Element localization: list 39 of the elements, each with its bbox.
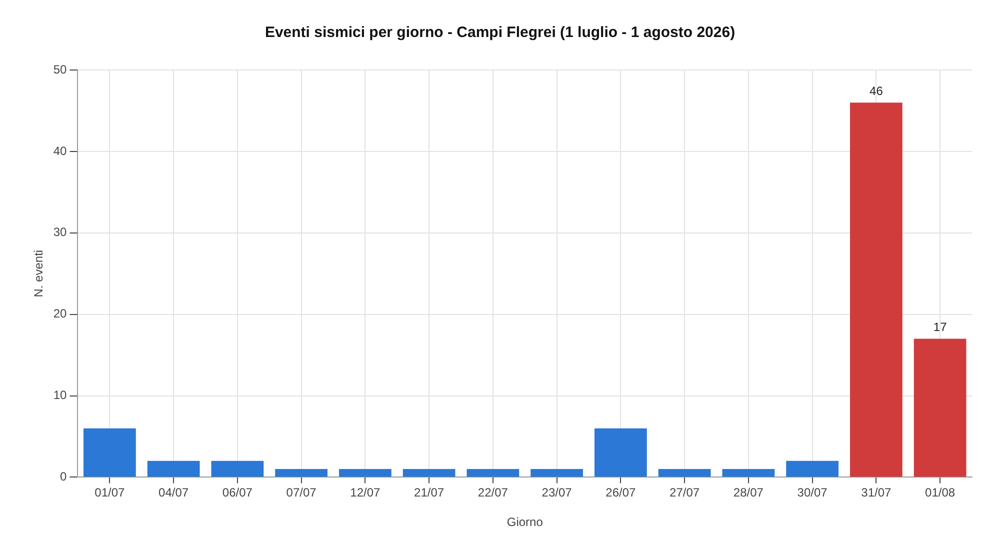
x-tick-label: 01/07	[94, 486, 126, 500]
x-tick-label: 30/07	[797, 486, 828, 500]
bar	[275, 469, 328, 477]
x-tick-label: 31/07	[861, 486, 892, 500]
x-tick-label: 21/07	[414, 486, 444, 500]
bar	[530, 469, 583, 477]
data-label: 46	[870, 84, 884, 98]
chart-title: Eventi sismici per giorno - Campi Flegrei (1 luglio - 1 agosto 2026)	[264, 24, 736, 42]
bar	[211, 460, 264, 477]
y-tick-label: 40	[53, 144, 68, 158]
y-tick-label: 10	[53, 388, 68, 402]
bar	[147, 460, 200, 477]
bar	[338, 469, 392, 477]
bar	[914, 338, 966, 477]
bar	[594, 428, 647, 477]
data-label: 17	[933, 320, 948, 334]
bar	[402, 469, 456, 477]
x-tick-label: 01/08	[925, 486, 956, 500]
bar	[786, 460, 838, 477]
bar	[722, 469, 775, 477]
bar	[850, 102, 902, 477]
x-tick-label: 06/07	[222, 486, 253, 500]
x-tick-label: 26/07	[606, 486, 636, 500]
bar	[466, 469, 520, 477]
x-tick-label: 27/07	[670, 486, 700, 500]
x-tick-label: 04/07	[158, 486, 189, 500]
y-tick-label: 20	[53, 306, 68, 321]
x-tick-label: 07/07	[286, 486, 317, 500]
x-tick-label: 28/07	[733, 486, 764, 500]
x-tick-label: 23/07	[542, 486, 572, 500]
y-tick-label: 50	[53, 62, 68, 76]
x-tick-label: 22/07	[478, 486, 508, 500]
bar	[83, 428, 136, 477]
y-tick-label: 0	[60, 470, 68, 484]
x-axis-title: Giorno	[506, 515, 544, 530]
bar	[658, 469, 711, 477]
x-tick-label: 12/07	[350, 486, 381, 500]
y-tick-label: 30	[53, 225, 68, 240]
y-axis-title: N. eventi	[32, 250, 46, 298]
